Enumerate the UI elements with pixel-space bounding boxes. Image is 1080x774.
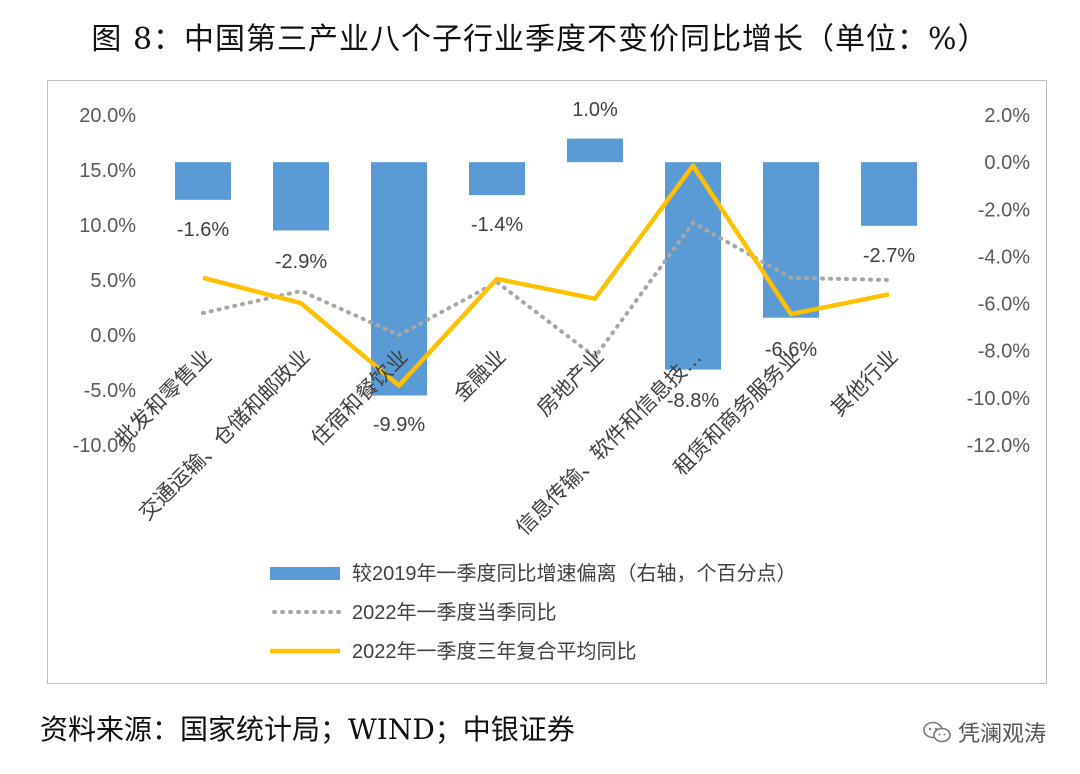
bar	[763, 162, 819, 318]
bar-data-label: -1.4%	[471, 214, 523, 236]
right-axis-tick: -10.0%	[967, 388, 1031, 410]
bar-data-label: -8.8%	[667, 390, 719, 412]
legend-label: 较2019年一季度同比增速偏离（右轴，个百分点）	[352, 562, 797, 585]
bar-data-label: -1.6%	[177, 219, 229, 241]
left-axis-tick: 20.0%	[79, 105, 136, 127]
bar-data-label: -2.9%	[275, 251, 327, 273]
legend-swatch-bar	[270, 567, 340, 580]
watermark: 凭澜观涛	[922, 716, 1046, 748]
category-label: 交通运输、仓储和邮政业	[135, 345, 315, 525]
right-axis-tick: 2.0%	[984, 105, 1030, 127]
bar	[175, 162, 231, 200]
figure-title: 图 8：中国第三产业八个子行业季度不变价同比增长（单位：%）	[91, 22, 989, 57]
category-label: 其他行业	[827, 345, 903, 421]
bar	[371, 162, 427, 396]
right-axis-tick: -8.0%	[978, 341, 1030, 363]
bar	[273, 162, 329, 231]
series-line-solid	[202, 163, 890, 388]
bar	[567, 138, 623, 163]
left-axis-tick: 0.0%	[90, 325, 136, 347]
category-label: 金融业	[450, 345, 511, 406]
left-axis-tick: 10.0%	[79, 215, 136, 237]
left-axis-tick: -10.0%	[73, 435, 137, 457]
bar	[861, 162, 917, 226]
right-axis-tick: -6.0%	[978, 294, 1030, 316]
watermark-text: 凭澜观涛	[957, 722, 1046, 747]
left-axis-tick: 5.0%	[90, 270, 136, 292]
legend-label: 2022年一季度三年复合平均同比	[352, 640, 637, 663]
right-axis-tick: -2.0%	[978, 199, 1030, 221]
left-axis-tick: -5.0%	[84, 380, 136, 402]
legend-label: 2022年一季度当季同比	[352, 601, 557, 624]
chart-svg: -10.0% -5.0% 0.0% 5.0% 10.0% 15.0% 20.0% -12.0%…	[73, 99, 1031, 663]
category-label: 房地产业	[533, 345, 609, 421]
right-axis-tick: 0.0%	[984, 152, 1030, 174]
source-note: 资料来源：国家统计局；WIND；中银证券	[40, 713, 575, 746]
right-axis-tick: -4.0%	[978, 246, 1030, 268]
category-label: 信息传输、软件和信息技…	[512, 345, 706, 539]
chart-frame: -10.0% -5.0% 0.0% 5.0% 10.0% 15.0% 20.0% -12.0%…	[47, 80, 1047, 684]
wechat-icon	[923, 721, 951, 743]
bar-data-label: 1.0%	[572, 99, 618, 121]
bar-data-label: -6.6%	[765, 339, 817, 361]
bar	[469, 162, 525, 196]
bar-data-label: -9.9%	[373, 414, 425, 436]
right-axis-tick: -12.0%	[967, 435, 1031, 457]
bar-data-label: -2.7%	[863, 245, 915, 267]
series-line-dotted	[201, 220, 891, 360]
left-axis-tick: 15.0%	[79, 160, 136, 182]
